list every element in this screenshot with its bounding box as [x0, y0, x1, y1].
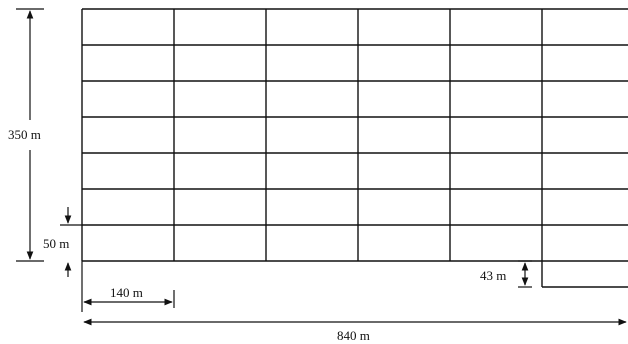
column-width-label: 140 m — [110, 285, 143, 300]
dimension-column-width: 140 m — [81, 261, 175, 312]
offset-label: 43 m — [480, 268, 506, 283]
dimension-total-height: 350 m — [8, 8, 44, 262]
dimension-row-height: 50 m — [43, 207, 82, 277]
dimension-total-width: 840 m — [83, 318, 627, 343]
total-width-label: 840 m — [337, 328, 370, 343]
total-height-label: 350 m — [8, 127, 41, 142]
plot-grid — [81, 8, 628, 288]
dimension-offset: 43 m — [480, 260, 532, 288]
row-height-label: 50 m — [43, 236, 69, 251]
